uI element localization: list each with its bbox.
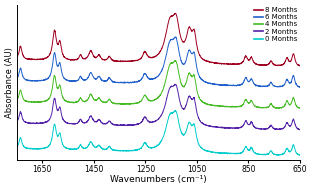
4 Months	[29, 101, 33, 103]
6 Months	[29, 80, 33, 82]
2 Months	[153, 121, 156, 123]
4 Months	[145, 96, 149, 99]
4 Months	[153, 99, 156, 101]
4 Months	[298, 107, 302, 109]
6 Months	[153, 77, 156, 80]
4 Months	[275, 107, 278, 110]
6 Months	[145, 75, 149, 77]
4 Months	[290, 101, 294, 103]
X-axis label: Wavenumbers (cm⁻¹): Wavenumbers (cm⁻¹)	[110, 175, 207, 184]
Line: 0 Months: 0 Months	[17, 111, 300, 155]
0 Months	[298, 154, 302, 156]
2 Months	[298, 129, 302, 131]
8 Months	[15, 56, 18, 58]
6 Months	[15, 78, 18, 80]
0 Months	[145, 144, 149, 146]
8 Months	[298, 65, 302, 67]
Line: 2 Months: 2 Months	[17, 84, 300, 130]
8 Months	[238, 62, 241, 65]
2 Months	[290, 122, 294, 125]
Legend: 8 Months, 6 Months, 4 Months, 2 Months, 0 Months: 8 Months, 6 Months, 4 Months, 2 Months, …	[253, 6, 299, 43]
Line: 6 Months: 6 Months	[17, 37, 300, 87]
6 Months	[174, 36, 178, 38]
Line: 8 Months: 8 Months	[17, 13, 300, 66]
2 Months	[298, 128, 302, 131]
0 Months	[276, 154, 280, 156]
8 Months	[145, 53, 149, 56]
4 Months	[15, 99, 18, 101]
2 Months	[29, 122, 33, 124]
Y-axis label: Absorbance (AU): Absorbance (AU)	[5, 47, 14, 118]
8 Months	[290, 57, 294, 60]
4 Months	[173, 60, 177, 62]
0 Months	[290, 148, 294, 150]
8 Months	[173, 12, 177, 14]
6 Months	[290, 79, 294, 81]
0 Months	[290, 149, 294, 151]
0 Months	[29, 147, 33, 150]
2 Months	[290, 123, 294, 125]
2 Months	[145, 118, 149, 121]
6 Months	[290, 79, 294, 82]
2 Months	[173, 83, 177, 85]
4 Months	[238, 105, 241, 107]
0 Months	[153, 146, 156, 148]
6 Months	[238, 84, 241, 86]
8 Months	[290, 58, 294, 60]
6 Months	[298, 86, 302, 88]
0 Months	[15, 146, 18, 148]
2 Months	[15, 120, 18, 122]
8 Months	[29, 59, 33, 61]
Line: 4 Months: 4 Months	[17, 61, 300, 108]
8 Months	[153, 56, 156, 58]
0 Months	[238, 152, 241, 154]
0 Months	[173, 109, 177, 112]
2 Months	[238, 127, 241, 129]
4 Months	[290, 101, 294, 103]
